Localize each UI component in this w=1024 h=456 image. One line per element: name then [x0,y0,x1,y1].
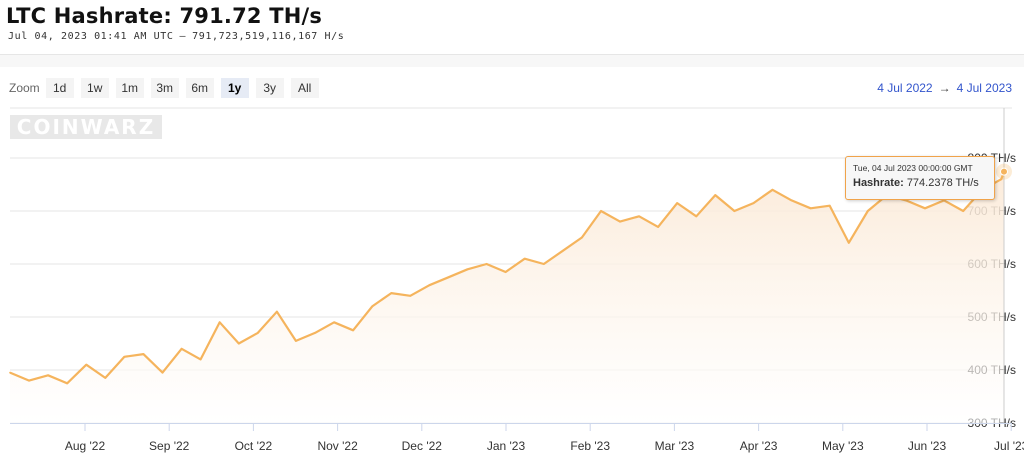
date-range: 4 Jul 2022 → 4 Jul 2023 [877,81,1012,95]
tooltip-value: 774.2378 TH/s [906,177,979,189]
data-point [123,356,126,358]
data-point [428,284,431,287]
range-arrow: → [938,81,951,95]
data-point [257,332,259,334]
x-tick-label: Jul '23 [994,439,1024,453]
data-point [314,332,316,334]
hashrate-subtitle: Jul 04, 2023 01:41 AM UTC –791,723,519,11… [8,31,344,42]
data-point [142,353,145,355]
data-point [600,210,602,212]
x-tick-label: Sep '22 [149,439,190,453]
range-to[interactable]: 4 Jul 2023 [956,81,1012,95]
zoom-1d-button[interactable]: 1d [45,78,74,98]
zoom-3y-button[interactable]: 3y [255,78,284,98]
hashrate-line [9,171,1006,385]
range-from[interactable]: 4 Jul 2022 [877,81,933,95]
data-point [447,276,450,279]
data-point [943,199,945,202]
x-tick-label: Aug '22 [65,439,106,453]
separator: – [179,31,187,42]
data-point [676,202,678,204]
data-point [466,268,469,271]
data-point [180,348,183,350]
watermark: COINWARZ [10,115,162,139]
data-point [104,377,107,379]
data-point [638,215,640,218]
data-point [333,321,335,324]
hashrate-tooltip: Tue, 04 Jul 2023 00:00:00 GMT Hashrate: … [845,156,995,200]
timestamp: Jul 04, 2023 01:41 AM UTC [8,31,174,42]
data-point [714,194,717,196]
x-tick-label: Jun '23 [908,439,947,453]
series-layer [9,108,1012,423]
data-point [562,250,564,252]
data-point [199,358,202,361]
data-point [695,215,698,218]
x-tick-label: Dec '22 [402,439,443,453]
data-point [161,371,164,374]
data-point [218,321,221,324]
zoom-1w-button[interactable]: 1w [80,78,109,98]
x-tick-label: Jan '23 [487,439,526,453]
data-point [66,382,68,385]
page-title: LTC Hashrate: 791.72 TH/s [6,4,323,28]
zoom-bar: Zoom 1d 1w 1m 3m 6m 1y 3y All [9,78,326,98]
tooltip-value-line: Hashrate: 774.2378 TH/s [853,177,979,189]
data-point [485,263,488,265]
data-point [619,220,621,223]
data-point [371,305,374,308]
data-point [295,340,297,342]
tooltip-date: Tue, 04 Jul 2023 00:00:00 GMT [853,163,973,173]
data-point [733,210,736,212]
hover-point [1000,167,1008,176]
data-point [85,363,88,366]
x-tick-label: Feb '23 [570,439,610,453]
hashrate-area [10,171,1004,423]
zoom-3m-button[interactable]: 3m [150,78,179,98]
data-point [581,236,583,239]
data-point [657,226,659,228]
tooltip-label: Hashrate: [853,177,904,189]
data-point [848,242,850,244]
x-tick-label: Mar '23 [655,439,695,453]
data-point [809,207,812,210]
x-tick-label: Apr '23 [740,439,778,453]
x-tick-label: Oct '22 [235,439,273,453]
data-point [962,210,964,212]
watermark-text: COINWARZ [17,115,155,139]
zoom-all-button[interactable]: All [290,78,319,98]
data-point [390,292,393,294]
x-tick-label: Nov '22 [317,439,358,453]
data-point [504,271,507,273]
zoom-1y-button[interactable]: 1y [220,78,249,98]
data-point [276,310,278,313]
data-point [752,202,755,204]
raw-hashrate: 791,723,519,116,167 H/s [192,31,345,42]
x-axis: Aug '22 Sep '22 Oct '22 Nov '22 Dec '22 Jan '… [10,423,1024,453]
data-point [828,204,831,207]
data-point [1000,178,1003,180]
data-point [867,210,869,212]
data-point [238,342,240,345]
data-point [771,189,774,191]
data-point [523,257,526,260]
data-point [409,295,412,297]
zoom-label: Zoom [9,81,40,95]
data-point [790,199,793,202]
zoom-1m-button[interactable]: 1m [115,78,144,98]
data-point [28,379,30,382]
page-header: LTC Hashrate: 791.72 TH/s Jul 04, 2023 0… [0,0,1024,55]
data-point [905,199,907,202]
data-point [352,329,354,332]
data-point [47,374,49,377]
header-divider [0,55,1024,67]
data-point [9,371,11,374]
data-point [543,263,545,265]
x-tick-label: May '23 [822,439,864,453]
zoom-6m-button[interactable]: 6m [185,78,214,98]
data-point [924,207,926,210]
